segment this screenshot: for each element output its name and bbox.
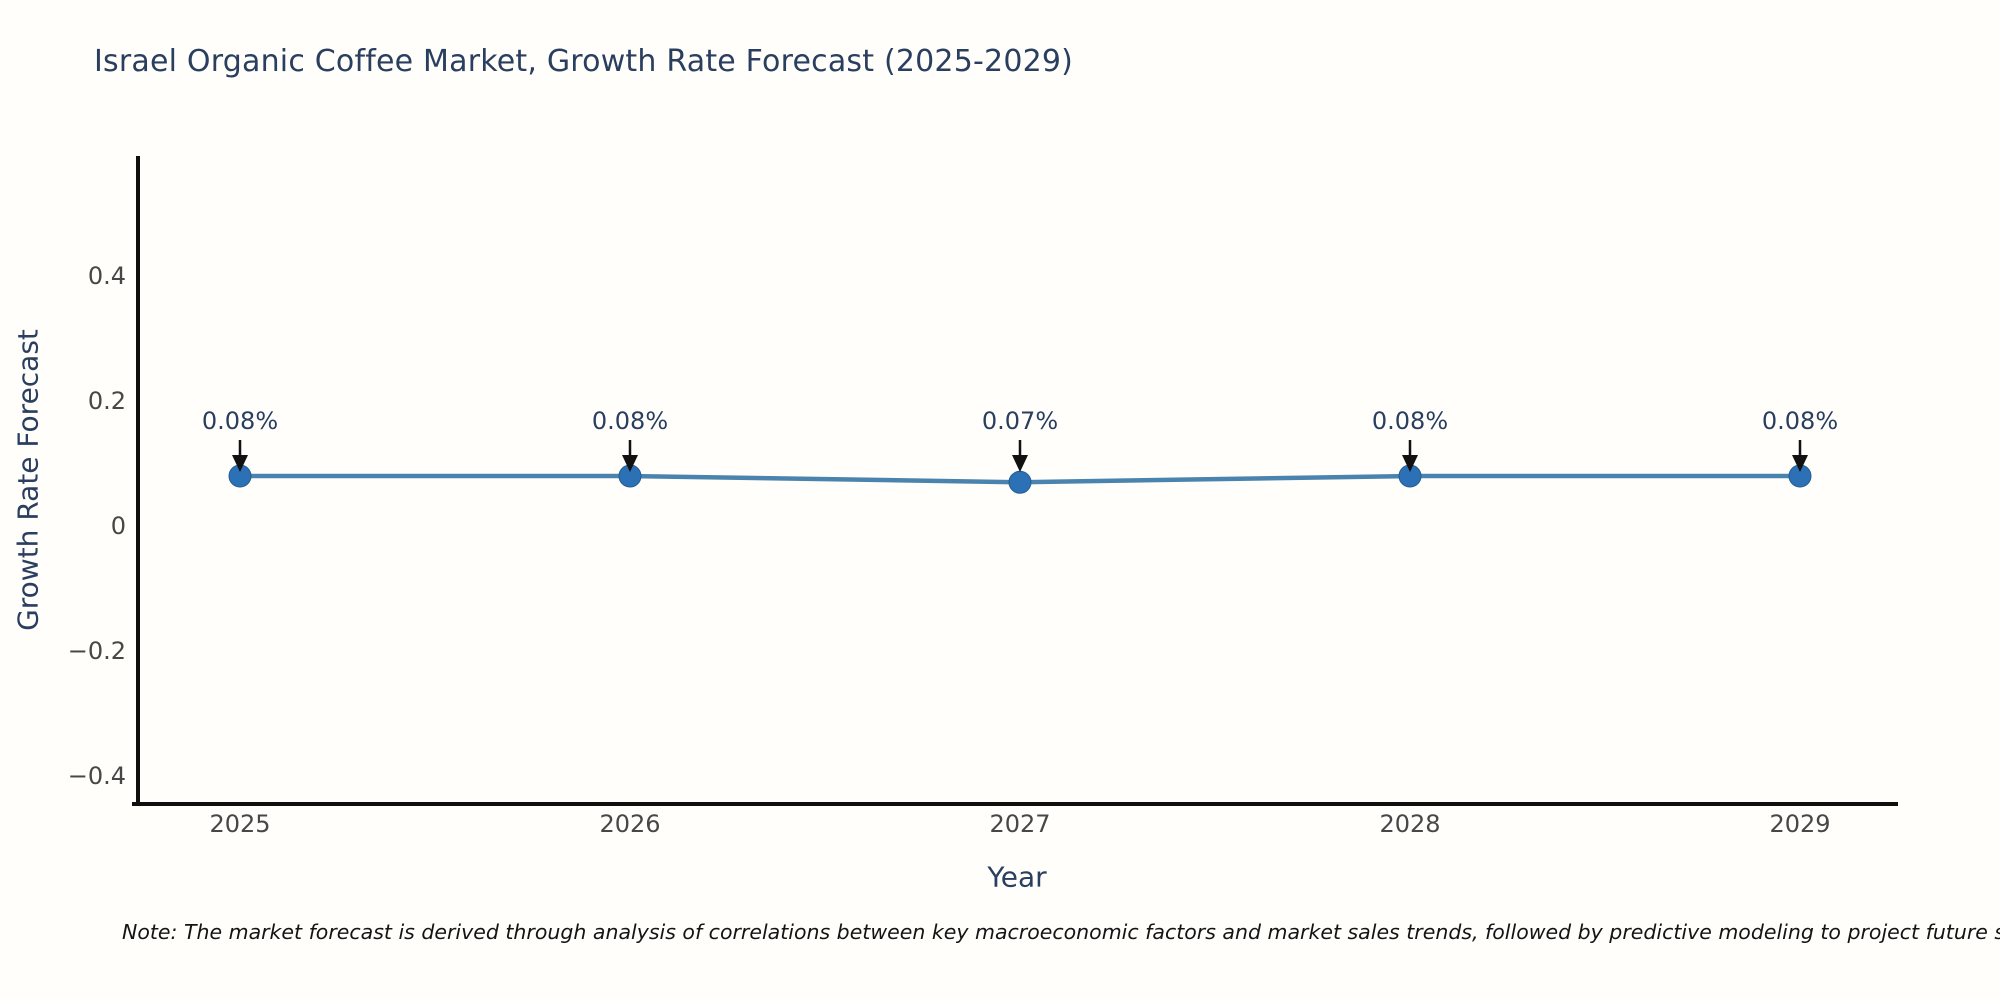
x-tick-label: 2028 <box>1379 810 1440 838</box>
point-value-label: 0.08% <box>202 407 278 435</box>
point-value-label: 0.08% <box>1372 407 1448 435</box>
annotation-arrowhead-icon <box>1012 455 1028 472</box>
x-axis-title: Year <box>987 860 1047 894</box>
y-tick-label: −0.2 <box>68 637 126 665</box>
x-tick-label: 2029 <box>1769 810 1830 838</box>
x-tick-label: 2025 <box>209 810 270 838</box>
axis-spines <box>132 156 1898 806</box>
x-tick-label: 2026 <box>599 810 660 838</box>
annotation-arrowhead-icon <box>1792 455 1808 472</box>
data-point-marker <box>1008 470 1032 494</box>
y-tick-label: −0.4 <box>68 762 126 790</box>
forecast-methodology-note: Note: The market forecast is derived thr… <box>122 920 2000 944</box>
chart-title: Israel Organic Coffee Market, Growth Rat… <box>94 44 1074 79</box>
annotation-arrowhead-icon <box>1402 455 1418 472</box>
point-value-label: 0.08% <box>1762 407 1838 435</box>
y-tick-label: 0.2 <box>88 387 126 415</box>
y-tick-label: 0.4 <box>88 262 126 290</box>
point-value-label: 0.07% <box>982 407 1058 435</box>
annotation-arrowhead-icon <box>232 455 248 472</box>
point-value-label: 0.08% <box>592 407 668 435</box>
annotation-arrowhead-icon <box>622 455 638 472</box>
x-tick-label: 2027 <box>989 810 1050 838</box>
y-tick-label: 0 <box>111 512 126 540</box>
